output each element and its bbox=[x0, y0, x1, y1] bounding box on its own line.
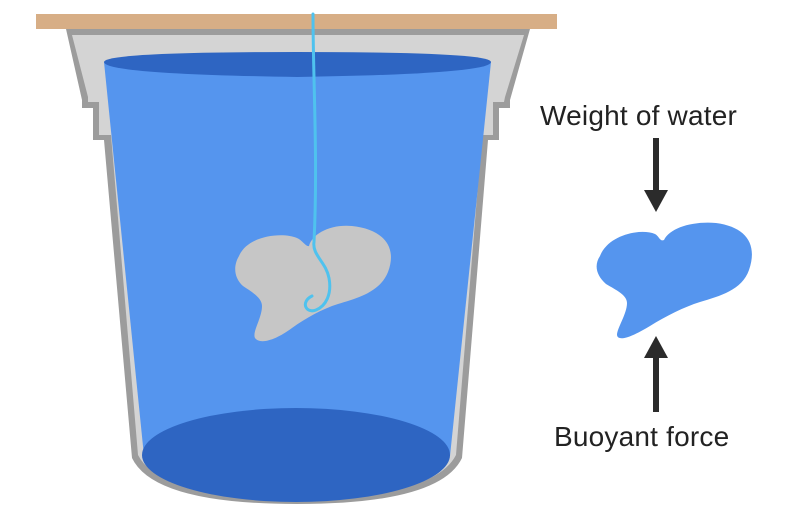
bucket-bottom bbox=[142, 408, 450, 502]
wooden-board bbox=[36, 14, 557, 29]
rock bbox=[235, 225, 391, 342]
buoyant-force-label: Buoyant force bbox=[554, 421, 730, 452]
displaced-water bbox=[596, 222, 752, 339]
weight-of-water-label: Weight of water bbox=[540, 100, 738, 131]
arrow-down-icon bbox=[644, 138, 668, 212]
arrow-up-icon bbox=[644, 336, 668, 412]
water-surface bbox=[104, 52, 491, 77]
string bbox=[303, 12, 332, 313]
